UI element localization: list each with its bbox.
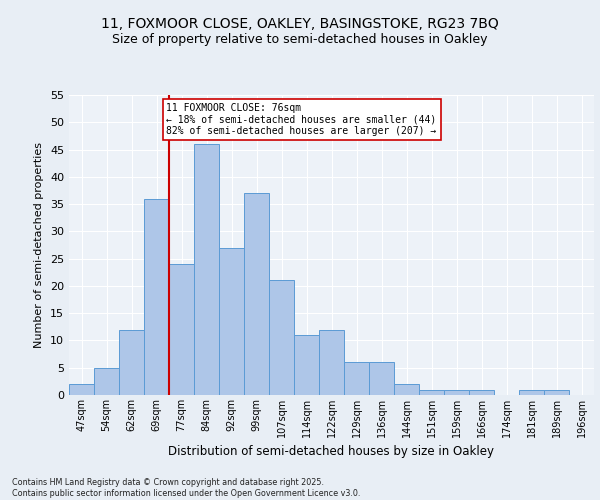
Bar <box>344 362 369 395</box>
Bar <box>444 390 469 395</box>
Bar <box>119 330 144 395</box>
Bar <box>519 390 544 395</box>
Bar <box>319 330 344 395</box>
Bar <box>394 384 419 395</box>
Bar <box>269 280 294 395</box>
Text: Contains HM Land Registry data © Crown copyright and database right 2025.
Contai: Contains HM Land Registry data © Crown c… <box>12 478 361 498</box>
Bar <box>219 248 244 395</box>
X-axis label: Distribution of semi-detached houses by size in Oakley: Distribution of semi-detached houses by … <box>169 446 494 458</box>
Bar <box>369 362 394 395</box>
Bar <box>469 390 494 395</box>
Bar <box>244 193 269 395</box>
Bar <box>194 144 219 395</box>
Bar <box>294 335 319 395</box>
Bar <box>419 390 444 395</box>
Bar <box>69 384 94 395</box>
Text: 11, FOXMOOR CLOSE, OAKLEY, BASINGSTOKE, RG23 7BQ: 11, FOXMOOR CLOSE, OAKLEY, BASINGSTOKE, … <box>101 18 499 32</box>
Bar <box>144 198 169 395</box>
Bar <box>169 264 194 395</box>
Bar <box>94 368 119 395</box>
Bar <box>544 390 569 395</box>
Text: Size of property relative to semi-detached houses in Oakley: Size of property relative to semi-detach… <box>112 32 488 46</box>
Y-axis label: Number of semi-detached properties: Number of semi-detached properties <box>34 142 44 348</box>
Text: 11 FOXMOOR CLOSE: 76sqm
← 18% of semi-detached houses are smaller (44)
82% of se: 11 FOXMOOR CLOSE: 76sqm ← 18% of semi-de… <box>167 103 437 136</box>
